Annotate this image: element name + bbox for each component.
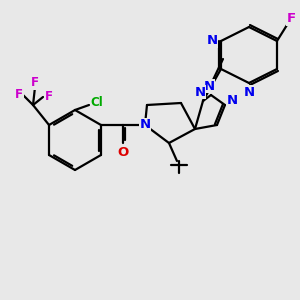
Text: N: N	[203, 80, 214, 92]
Text: Cl: Cl	[91, 95, 103, 109]
Text: N: N	[206, 34, 218, 47]
Text: N: N	[243, 85, 254, 98]
Text: O: O	[117, 146, 129, 158]
Text: N: N	[140, 118, 151, 131]
Text: F: F	[45, 91, 53, 103]
Text: F: F	[286, 13, 296, 26]
Text: F: F	[15, 88, 23, 101]
Text: N: N	[194, 85, 206, 98]
Text: N: N	[226, 94, 238, 107]
Text: F: F	[31, 76, 39, 89]
